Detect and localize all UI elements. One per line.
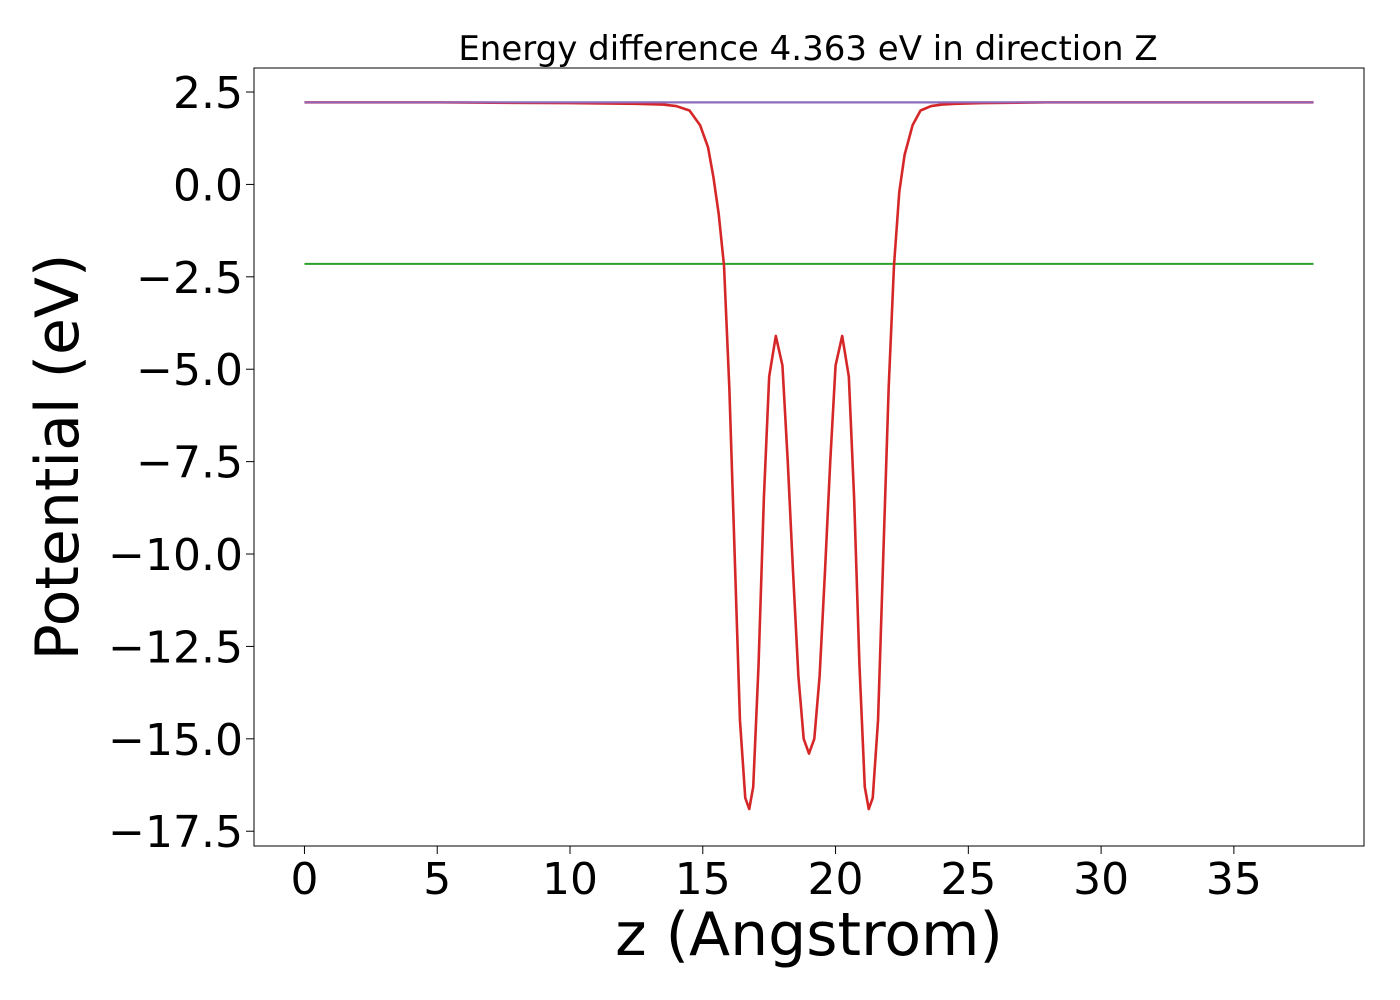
plot-lines (304, 101, 1314, 811)
y-tick-label: 0.0 (173, 160, 243, 211)
x-tick-label: 25 (940, 854, 996, 905)
plot-frame (253, 67, 1365, 847)
x-axis-label: z (Angstrom) (615, 900, 1003, 970)
y-tick-label: −7.5 (136, 438, 243, 489)
y-axis-ticks: 2.5 0.0 −2.5 −5.0 −7.5 −10.0 −12.5 −15.0 −17.5 (108, 68, 254, 858)
y-axis-label: Potential (eV) (23, 254, 93, 661)
x-tick-label: 0 (290, 854, 318, 905)
x-tick-label: 5 (423, 854, 451, 905)
y-tick-label: −17.5 (108, 807, 243, 858)
series-line-3 (304, 101, 1314, 811)
x-axis-ticks: 0 5 10 15 20 25 30 35 (290, 846, 1262, 905)
x-tick-label: 30 (1073, 854, 1129, 905)
x-tick-label: 20 (808, 854, 864, 905)
x-tick-label: 15 (675, 854, 731, 905)
y-tick-label: −12.5 (108, 622, 243, 673)
x-tick-label: 35 (1206, 854, 1262, 905)
y-tick-label: −5.0 (136, 345, 243, 396)
y-tick-label: −15.0 (108, 715, 243, 766)
y-tick-label: 2.5 (173, 68, 243, 119)
y-tick-label: −10.0 (108, 530, 243, 581)
chart-title: Energy difference 4.363 eV in direction … (458, 29, 1157, 69)
x-tick-label: 10 (542, 854, 598, 905)
y-tick-label: −2.5 (136, 253, 243, 304)
